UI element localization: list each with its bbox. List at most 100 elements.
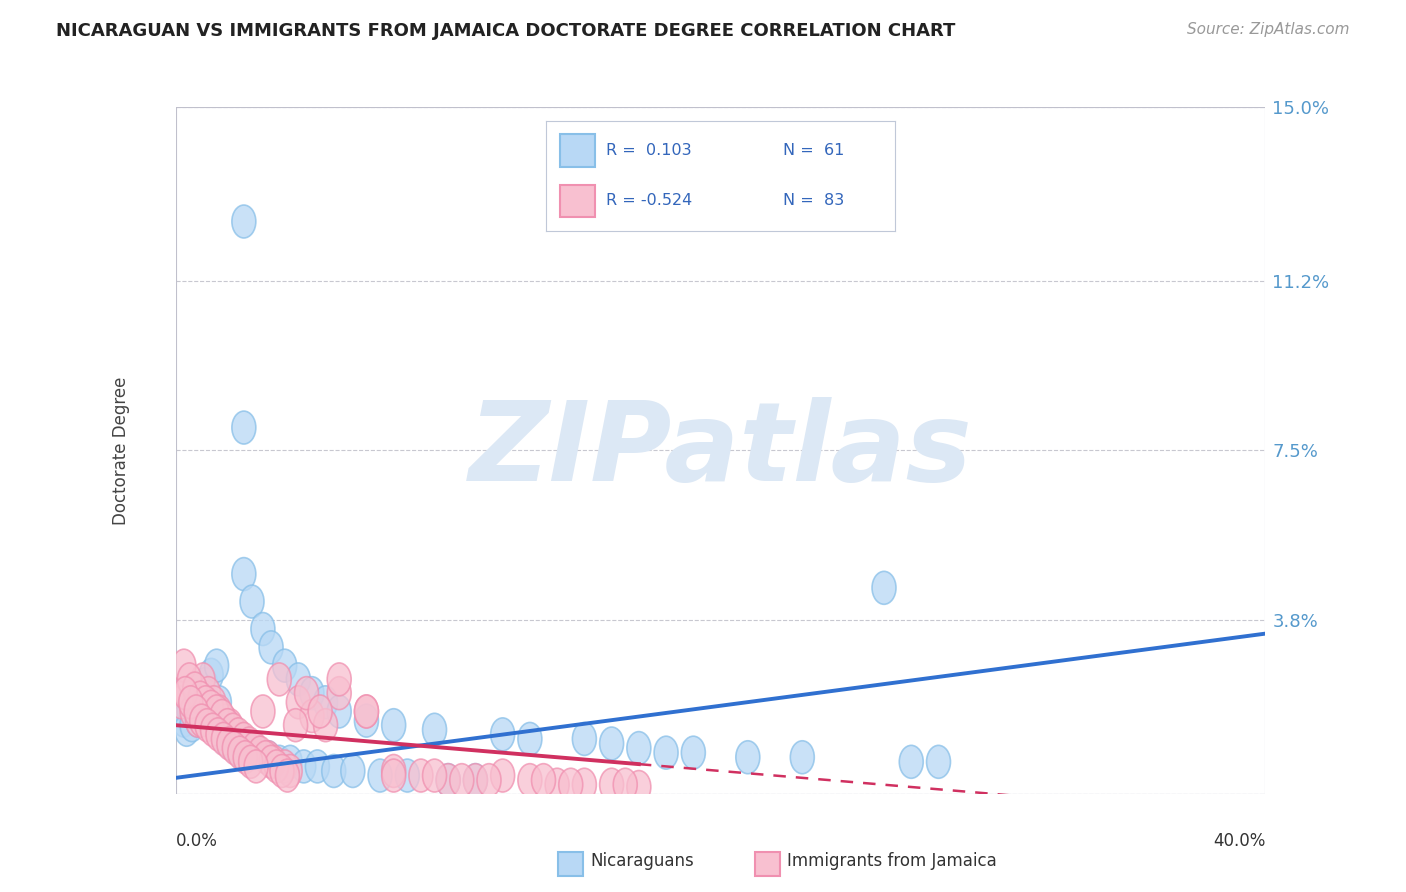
Ellipse shape xyxy=(232,723,256,756)
Ellipse shape xyxy=(194,667,218,700)
Ellipse shape xyxy=(409,759,433,792)
Ellipse shape xyxy=(218,709,242,741)
Ellipse shape xyxy=(221,723,245,756)
Ellipse shape xyxy=(572,723,596,756)
Ellipse shape xyxy=(188,681,212,714)
Ellipse shape xyxy=(179,686,202,719)
Ellipse shape xyxy=(328,695,352,728)
Ellipse shape xyxy=(180,709,204,741)
Ellipse shape xyxy=(177,695,201,728)
Ellipse shape xyxy=(249,736,273,769)
Ellipse shape xyxy=(172,704,195,737)
Ellipse shape xyxy=(927,746,950,779)
Ellipse shape xyxy=(215,718,239,751)
Ellipse shape xyxy=(299,677,323,710)
Ellipse shape xyxy=(191,699,215,732)
Ellipse shape xyxy=(191,663,215,696)
Ellipse shape xyxy=(246,736,270,769)
Ellipse shape xyxy=(477,764,501,797)
Ellipse shape xyxy=(253,740,277,773)
Ellipse shape xyxy=(381,755,406,788)
Text: 40.0%: 40.0% xyxy=(1213,831,1265,850)
Ellipse shape xyxy=(328,677,352,710)
Ellipse shape xyxy=(517,723,541,756)
Ellipse shape xyxy=(491,718,515,751)
Ellipse shape xyxy=(224,718,247,751)
Ellipse shape xyxy=(558,768,582,801)
Ellipse shape xyxy=(381,759,406,792)
Ellipse shape xyxy=(235,727,259,760)
Ellipse shape xyxy=(423,759,447,792)
Ellipse shape xyxy=(273,649,297,682)
Ellipse shape xyxy=(246,736,270,769)
Ellipse shape xyxy=(173,677,197,710)
Ellipse shape xyxy=(212,704,236,737)
Ellipse shape xyxy=(184,695,208,728)
Ellipse shape xyxy=(340,755,364,788)
Ellipse shape xyxy=(450,764,474,797)
Ellipse shape xyxy=(790,740,814,773)
Ellipse shape xyxy=(197,677,221,710)
Ellipse shape xyxy=(183,672,207,705)
Ellipse shape xyxy=(232,411,256,444)
Ellipse shape xyxy=(267,663,291,696)
Ellipse shape xyxy=(328,663,352,696)
Ellipse shape xyxy=(226,727,250,760)
Ellipse shape xyxy=(174,714,198,747)
Text: Immigrants from Jamaica: Immigrants from Jamaica xyxy=(787,852,997,870)
Ellipse shape xyxy=(735,740,759,773)
Ellipse shape xyxy=(195,709,219,741)
Ellipse shape xyxy=(224,731,247,764)
Ellipse shape xyxy=(256,740,280,773)
Ellipse shape xyxy=(517,764,541,797)
Ellipse shape xyxy=(423,714,447,747)
Ellipse shape xyxy=(613,768,637,801)
Ellipse shape xyxy=(259,746,283,779)
Ellipse shape xyxy=(250,613,276,646)
Ellipse shape xyxy=(250,695,276,728)
Ellipse shape xyxy=(218,727,242,760)
Ellipse shape xyxy=(395,759,419,792)
Text: Nicaraguans: Nicaraguans xyxy=(591,852,695,870)
Ellipse shape xyxy=(169,686,193,719)
Ellipse shape xyxy=(259,631,283,664)
FancyBboxPatch shape xyxy=(755,853,780,876)
Ellipse shape xyxy=(354,695,378,728)
Ellipse shape xyxy=(194,686,218,719)
Ellipse shape xyxy=(240,585,264,618)
Ellipse shape xyxy=(872,572,896,604)
Ellipse shape xyxy=(205,649,229,682)
Ellipse shape xyxy=(270,755,294,788)
Ellipse shape xyxy=(599,768,624,801)
Text: Doctorate Degree: Doctorate Degree xyxy=(112,376,131,524)
Ellipse shape xyxy=(654,736,678,769)
Ellipse shape xyxy=(287,686,311,719)
Ellipse shape xyxy=(239,746,263,779)
Ellipse shape xyxy=(273,750,297,783)
Ellipse shape xyxy=(381,709,406,741)
Ellipse shape xyxy=(284,709,308,741)
Ellipse shape xyxy=(209,709,233,741)
Ellipse shape xyxy=(256,740,280,773)
Ellipse shape xyxy=(209,699,233,732)
Ellipse shape xyxy=(207,686,232,719)
Ellipse shape xyxy=(546,768,569,801)
Ellipse shape xyxy=(186,704,209,737)
Ellipse shape xyxy=(682,736,706,769)
Ellipse shape xyxy=(207,695,232,728)
Ellipse shape xyxy=(172,649,195,682)
Ellipse shape xyxy=(174,677,198,710)
Ellipse shape xyxy=(287,663,311,696)
Ellipse shape xyxy=(627,771,651,804)
Ellipse shape xyxy=(235,731,259,764)
Ellipse shape xyxy=(368,759,392,792)
Ellipse shape xyxy=(292,750,316,783)
Ellipse shape xyxy=(215,709,239,741)
Ellipse shape xyxy=(278,755,302,788)
Ellipse shape xyxy=(572,768,596,801)
Ellipse shape xyxy=(299,699,323,732)
Ellipse shape xyxy=(491,759,515,792)
Ellipse shape xyxy=(205,695,229,728)
Ellipse shape xyxy=(200,690,224,723)
Ellipse shape xyxy=(201,714,225,747)
